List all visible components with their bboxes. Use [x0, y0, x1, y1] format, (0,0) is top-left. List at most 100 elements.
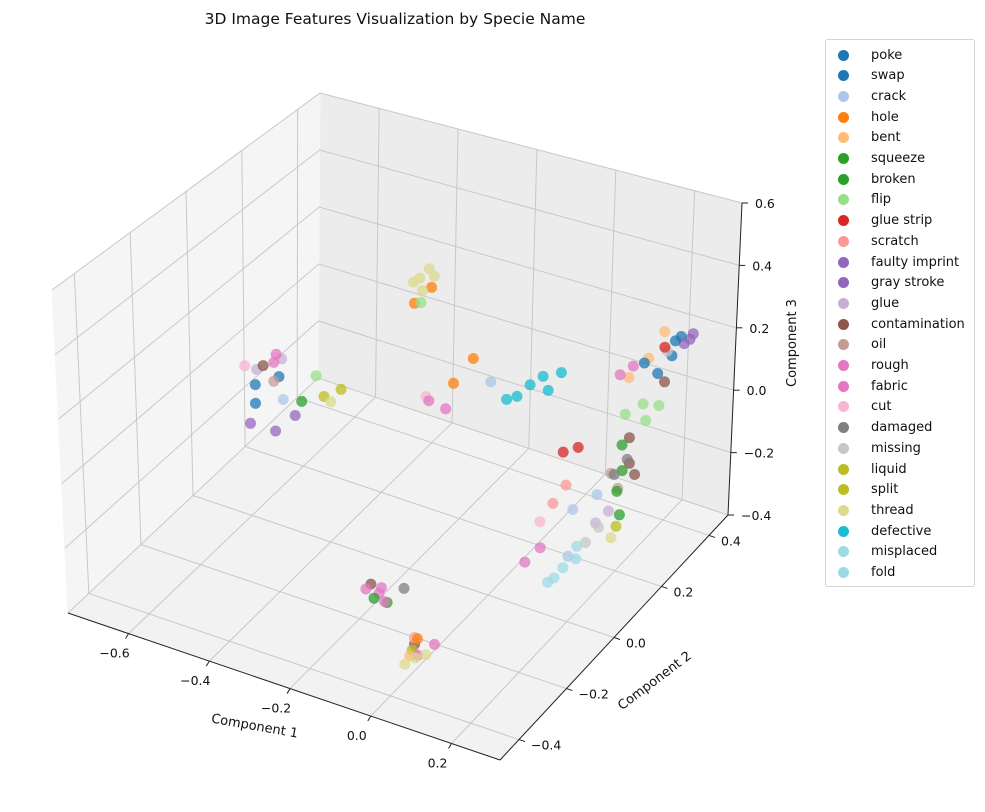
scatter-point-defective [537, 370, 549, 382]
legend-marker [838, 318, 849, 330]
scatter-point-faulty-imprint [245, 417, 256, 429]
x-tick-mark [448, 743, 452, 749]
scatter-point-defective [542, 384, 554, 396]
scatter-point-thread [428, 270, 440, 282]
z-tick-label: 0.4 [752, 258, 772, 273]
scatter-point-misplaced [542, 576, 554, 588]
scatter-point-fabric [519, 556, 531, 568]
x-tick-mark [125, 633, 129, 639]
scatter-point-hole [467, 353, 479, 364]
scatter-point-defective [511, 390, 523, 402]
z-grid-line [61, 263, 734, 485]
legend-item: broken [838, 169, 916, 189]
legend-label: glue [871, 295, 900, 311]
legend-item: flip [838, 190, 891, 210]
scatter-point-rough [270, 348, 282, 360]
scatter-point-scratch [560, 479, 572, 491]
y-tick-label: 0.4 [721, 533, 741, 548]
legend-item: oil [838, 335, 886, 355]
z-tick-label: 0.6 [755, 196, 775, 211]
scatter-point-flip [653, 400, 665, 411]
scatter-point-rough [360, 583, 372, 595]
legend-item: fabric [838, 376, 908, 396]
scatter-point-squeeze [296, 395, 308, 407]
legend-label: liquid [871, 461, 907, 477]
scatter-point-thread [416, 285, 428, 297]
chart-title: 3D Image Features Visualization by Speci… [205, 10, 586, 28]
scatter-point-contamination [629, 469, 641, 480]
x-tick-mark [367, 715, 372, 722]
z-tick-label: 0.0 [747, 383, 767, 398]
legend-item: cut [838, 397, 891, 417]
legend-item: contamination [838, 314, 965, 334]
scatter-point-cut [239, 360, 251, 372]
legend-label: faulty imprint [871, 254, 960, 270]
scatter-point-thread [409, 652, 421, 664]
legend-label: glue strip [871, 213, 933, 229]
scatter-point-squeeze [368, 592, 380, 604]
y-tick-label: −0.4 [531, 738, 561, 753]
legend-marker [838, 463, 849, 475]
scatter-point-rough [534, 542, 546, 554]
scatter-point-missing [580, 537, 591, 548]
legend-item: swap [838, 66, 905, 86]
legend-label: hole [871, 109, 899, 125]
z-tick-label: 0.2 [749, 321, 769, 336]
z-grid-line [58, 206, 737, 420]
z-grid-line [54, 149, 740, 355]
scatter-point-thread [605, 532, 617, 544]
scatter-point-crack [485, 376, 497, 388]
legend-marker [838, 90, 849, 102]
scatter-point-crack [277, 394, 289, 405]
legend-label: fabric [871, 378, 908, 394]
scatter-point-fabric [627, 360, 639, 372]
legend-marker [838, 546, 849, 558]
scatter-point-squeeze [611, 485, 623, 497]
legend-marker [838, 70, 849, 82]
legend-item: crack [838, 86, 906, 106]
y-tick-mark [613, 637, 621, 640]
legend-label: rough [871, 358, 909, 373]
scatter-point-faulty-imprint [687, 328, 699, 340]
scatter-point-rough [379, 596, 391, 608]
scatter-point-contamination [659, 376, 670, 388]
scatter-point-hole [426, 281, 438, 293]
scatter-point-swap [652, 368, 664, 379]
legend-item: faulty imprint [838, 252, 959, 272]
legend-marker [838, 132, 849, 144]
scatter-point-swap [250, 397, 261, 409]
scatter-point-poke [638, 357, 650, 369]
scatter-point-liquid [610, 520, 622, 532]
legend-label: bent [871, 130, 901, 146]
legend-item: missing [838, 438, 921, 458]
legend-marker [838, 194, 849, 206]
axes-grid [51, 92, 743, 744]
scatter-point-rough [440, 403, 452, 415]
legend-label: defective [871, 523, 932, 539]
legend-label: scratch [871, 233, 919, 249]
chart-legend: poke swap crack hole bent squeeze broken flip gl… [825, 39, 975, 587]
legend-label: damaged [871, 420, 933, 436]
scatter-point-fold [571, 540, 583, 552]
legend-marker [838, 215, 849, 227]
z-axis-label: Component 3 [785, 299, 800, 387]
legend-marker [838, 153, 849, 164]
scatter-point-rough [614, 369, 626, 381]
scatter-point-contamination [257, 360, 269, 372]
scatter-point-faulty-imprint [289, 410, 301, 421]
legend-marker [838, 173, 849, 185]
legend-label: fold [871, 565, 896, 580]
legend-item: thread [838, 500, 914, 520]
legend-item: bent [838, 128, 901, 148]
y-tick-label: 0.0 [626, 636, 646, 651]
scatter-point-thread [420, 649, 432, 661]
scatter-point-hole [412, 633, 423, 645]
legend-marker [838, 297, 849, 309]
scatter-point-flip [415, 297, 427, 308]
scatter-point-poke [670, 335, 681, 347]
y-tick-mark [661, 585, 668, 589]
legend-label: oil [871, 337, 887, 353]
x-tick-mark [286, 688, 291, 694]
legend-label: poke [871, 47, 903, 63]
y-tick-mark [518, 739, 526, 743]
